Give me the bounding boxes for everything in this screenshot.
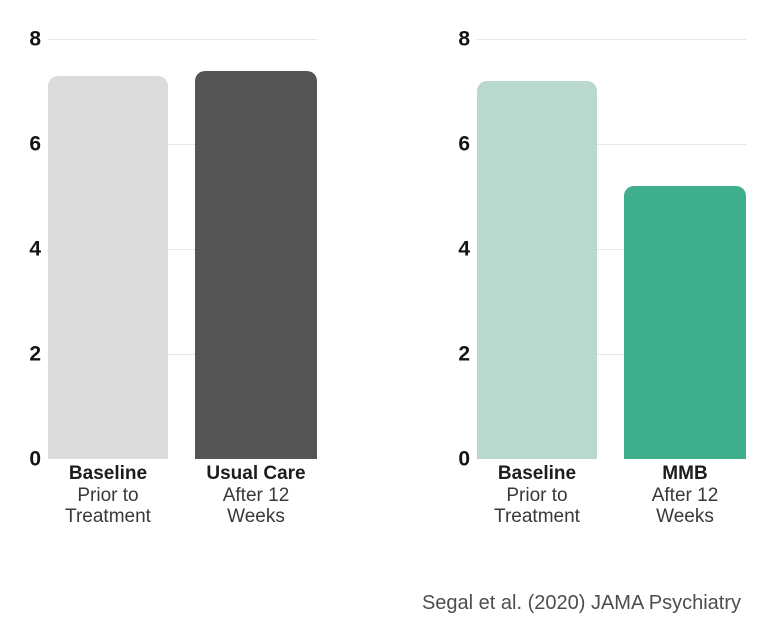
y-tick-label-8: 8 — [458, 27, 470, 51]
category-subline: After 12 — [651, 484, 719, 506]
category-label-usual-care: Usual Care After 12 Weeks — [166, 463, 346, 528]
bar-baseline — [48, 75, 168, 459]
category-name: Usual Care — [206, 463, 306, 484]
category-subline: Prior to — [77, 484, 139, 506]
chart-mmb: 8 6 4 2 0 Baseline Prior to Treatment MMB After … — [458, 29, 746, 533]
category-subline: Weeks — [227, 506, 285, 527]
category-subline: Treatment — [494, 506, 580, 527]
category-name: Baseline — [68, 463, 148, 484]
bar-baseline — [477, 81, 597, 459]
y-tick-label-4: 4 — [29, 237, 41, 261]
plot-area-usual-care: 8 6 4 2 0 — [29, 29, 317, 470]
category-subline: Prior to — [506, 484, 568, 506]
category-name: Baseline — [497, 463, 577, 484]
bar-usual-care — [195, 70, 317, 459]
gridline-8 — [477, 38, 746, 40]
x-axis-labels-usual-care: Baseline Prior to Treatment Usual Care After… — [48, 463, 317, 533]
y-tick-label-2: 2 — [458, 342, 470, 366]
chart-usual-care: 8 6 4 2 0 Baseline Prior to Treatment Usual Car… — [29, 29, 317, 533]
category-label-baseline: Baseline Prior to Treatment — [447, 463, 627, 528]
category-label-mmb: MMB After 12 Weeks — [595, 463, 768, 528]
y-tick-label-0: 0 — [458, 447, 470, 471]
category-subline: Weeks — [656, 506, 714, 527]
x-axis-labels-mmb: Baseline Prior to Treatment MMB After 12 Week… — [477, 463, 746, 533]
gridline-2 — [477, 353, 746, 355]
y-tick-label-0: 0 — [29, 447, 41, 471]
y-tick-label-6: 6 — [458, 132, 470, 156]
category-subline: After 12 — [222, 484, 290, 506]
gridline-4 — [477, 248, 746, 250]
category-subline: Treatment — [65, 506, 151, 527]
gridline-6 — [48, 143, 317, 145]
plot-area-mmb: 8 6 4 2 0 — [458, 29, 746, 470]
citation: Segal et al. (2020) JAMA Psychiatry — [421, 592, 741, 614]
y-tick-label-6: 6 — [29, 132, 41, 156]
category-name: MMB — [662, 463, 708, 484]
gridline-8 — [48, 38, 317, 40]
category-label-baseline: Baseline Prior to Treatment — [18, 463, 198, 528]
gridline-6 — [477, 143, 746, 145]
y-tick-label-8: 8 — [29, 27, 41, 51]
y-tick-label-2: 2 — [29, 342, 41, 366]
gridline-2 — [48, 353, 317, 355]
bar-mmb — [624, 186, 746, 459]
y-tick-label-4: 4 — [458, 237, 470, 261]
gridline-4 — [48, 248, 317, 250]
